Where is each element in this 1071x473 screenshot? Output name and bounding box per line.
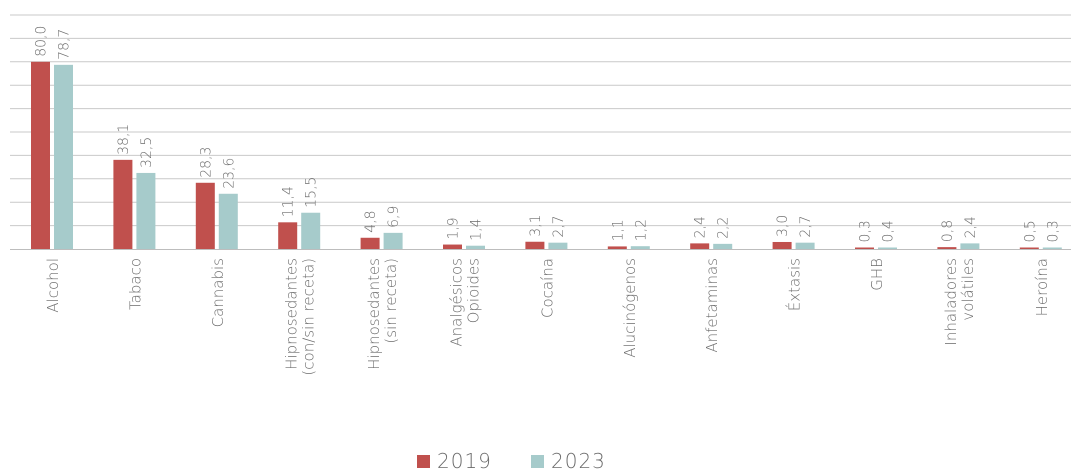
legend-label-2023: 2023 (551, 449, 606, 473)
data-label-2023: 32,5 (139, 137, 155, 168)
category-label: Alcohol (44, 258, 62, 313)
data-label-2019: 28,3 (198, 147, 214, 178)
bar-2019 (360, 237, 380, 249)
data-label-2019: 11,4 (281, 186, 297, 217)
data-label-2019: 0,8 (940, 220, 956, 242)
category-label: Tabaco (126, 258, 144, 310)
data-label-2019: 80,0 (34, 26, 50, 57)
data-label-2019: 4,8 (363, 211, 379, 233)
bar-2023 (466, 245, 485, 249)
bar-2023 (630, 246, 650, 249)
bar-2023 (960, 243, 980, 249)
category-label: Cannabis (209, 258, 227, 327)
bar-2019 (525, 241, 545, 249)
data-label-2019: 3,0 (775, 215, 791, 237)
bar-2023 (548, 242, 568, 249)
bar-2019 (278, 222, 298, 249)
category-label: (con/sin receta) (300, 258, 318, 376)
data-label-2023: 6,9 (386, 206, 402, 228)
category-label: Opioides (465, 258, 483, 323)
category-label: Hipnosedantes (283, 258, 301, 370)
category-label: Inhaladores (942, 258, 960, 346)
category-label: Anfetaminas (703, 258, 721, 353)
bar-2023 (383, 232, 403, 249)
data-label-2023: 2,7 (551, 215, 567, 237)
bar-2019 (772, 241, 792, 249)
bar-2023 (878, 247, 897, 249)
data-label-2023: 2,2 (716, 217, 732, 239)
legend-item-2019: 2019 (417, 449, 492, 473)
legend-swatch-2019 (417, 454, 430, 468)
legend: 2019 2023 (0, 449, 1071, 473)
bar-2019 (937, 247, 957, 249)
data-label-2019: 1,1 (610, 219, 626, 241)
bar-2019 (113, 159, 133, 249)
data-label-2023: 15,5 (304, 177, 320, 208)
bar-2019 (1019, 247, 1039, 249)
bar-2019 (443, 244, 462, 249)
bar-2023 (218, 193, 238, 249)
data-label-2019: 1,9 (446, 217, 462, 239)
bar-2023 (795, 242, 815, 249)
bar-chart: 80,0 78,7 Alcohol 38,1 32,5 Tabaco 28,3 23,6 Can… (10, 14, 1071, 376)
bar-2019 (690, 243, 710, 249)
category-label: Éxtasis (785, 258, 804, 311)
data-label-2023: 0,4 (881, 220, 897, 242)
bar-2019 (855, 247, 874, 249)
category-label: Heroína (1033, 258, 1051, 316)
data-label-2023: 2,7 (798, 215, 814, 237)
legend-label-2019: 2019 (437, 449, 492, 473)
bar-2023 (1042, 247, 1062, 249)
category-label: GHB (868, 258, 886, 291)
category-label: volátiles (959, 258, 977, 321)
data-label-2019: 38,1 (116, 124, 132, 155)
data-label-2023: 1,2 (633, 219, 649, 241)
data-label-2023: 1,4 (469, 218, 485, 240)
bar-2023 (54, 64, 73, 249)
category-label: Cocaína (538, 258, 556, 318)
bar-2019 (195, 182, 215, 249)
bar-2023 (713, 243, 733, 249)
category-label: Alucinógenos (621, 258, 639, 358)
data-label-2019: 2,4 (693, 216, 709, 238)
data-label-2023: 78,7 (57, 29, 73, 60)
data-label-2023: 0,3 (1045, 220, 1061, 242)
legend-item-2023: 2023 (531, 449, 606, 473)
data-label-2023: 23,6 (221, 158, 237, 189)
bar-2023 (301, 212, 321, 249)
data-label-2019: 0,5 (1022, 220, 1038, 242)
data-label-2019: 0,3 (858, 220, 874, 242)
legend-swatch-2023 (531, 454, 544, 468)
data-label-2019: 3,1 (528, 214, 544, 236)
bar-2019 (31, 61, 50, 249)
data-label-2023: 2,4 (963, 216, 979, 238)
category-label: Hipnosedantes (365, 258, 383, 370)
bar-2023 (136, 172, 156, 249)
category-label: Analgésicos (448, 258, 466, 347)
bar-2019 (607, 246, 627, 249)
category-label: (sin receta) (382, 258, 400, 344)
